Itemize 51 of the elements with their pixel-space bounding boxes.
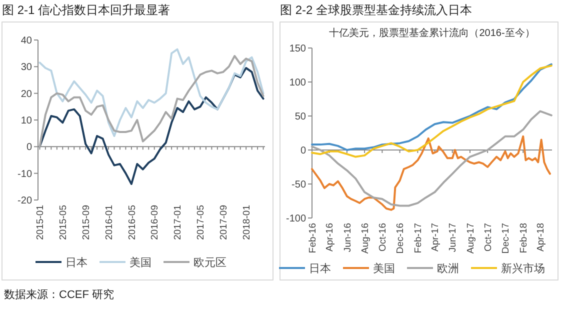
x-tick-label: Apr-18 bbox=[535, 223, 546, 252]
x-tick-label: 2018-01 bbox=[241, 205, 252, 240]
x-tick-label: Dec-16 bbox=[395, 223, 406, 254]
y-tick-label: 0 bbox=[26, 142, 32, 154]
source-note: 数据来源：CCEF 研究 bbox=[4, 288, 114, 301]
chart-title: 图 2-2 全球股票型基金持续流入日本 bbox=[280, 3, 472, 17]
chart-title: 图 2-1 信心指数日本回升最显著 bbox=[2, 3, 170, 17]
y-tick-label: -20 bbox=[18, 196, 32, 206]
legend-label: 欧洲 bbox=[437, 262, 459, 275]
x-tick-label: Jun-16 bbox=[342, 223, 354, 252]
x-tick-label: Oct-17 bbox=[482, 223, 494, 252]
legend-label: 美国 bbox=[373, 262, 395, 275]
line-series bbox=[311, 135, 551, 211]
y-tick-label: -10 bbox=[18, 168, 32, 180]
y-tick-label: 30 bbox=[20, 62, 32, 74]
x-tick-label: 2016-09 bbox=[150, 205, 161, 240]
y-tick-label: 0 bbox=[300, 146, 306, 156]
x-tick-label: 2017-09 bbox=[218, 205, 230, 240]
y-tick-label: 100 bbox=[289, 78, 306, 88]
legend-label: 欧元区 bbox=[194, 256, 226, 269]
x-tick-label: Feb-17 bbox=[413, 223, 424, 254]
legend-label: 新兴市场 bbox=[501, 262, 545, 275]
line-series bbox=[38, 48, 264, 137]
x-tick-label: 2015-05 bbox=[58, 205, 69, 240]
x-tick-label: Dec-17 bbox=[500, 223, 512, 254]
legend-label: 日本 bbox=[66, 256, 88, 269]
y-tick-label: -100 bbox=[286, 214, 306, 224]
x-tick-label: 2015-01 bbox=[35, 205, 46, 240]
chart-subtitle: 十亿美元，股票型基金累计流向（2016-至今） bbox=[329, 27, 535, 39]
y-tick-label: 150 bbox=[289, 44, 306, 54]
x-tick-label: Aug-16 bbox=[360, 223, 371, 254]
x-tick-label: 2016-01 bbox=[104, 205, 115, 240]
x-tick-label: Oct-16 bbox=[378, 223, 389, 252]
x-tick-label: 2017-01 bbox=[172, 205, 184, 240]
x-tick-label: 2016-05 bbox=[126, 205, 138, 240]
x-tick-label: Apr-17 bbox=[430, 223, 442, 252]
line-series bbox=[311, 110, 552, 207]
legend-label: 美国 bbox=[130, 256, 152, 269]
y-tick-label: 10 bbox=[20, 116, 32, 126]
x-tick-label: Apr-16 bbox=[324, 223, 336, 252]
x-tick-label: 2015-09 bbox=[80, 205, 92, 240]
y-tick-label: 40 bbox=[20, 36, 32, 46]
y-tick-label: -50 bbox=[292, 180, 306, 190]
x-tick-label: Jun-17 bbox=[448, 223, 459, 252]
y-tick-label: 20 bbox=[20, 88, 32, 100]
x-tick-label: Feb-18 bbox=[518, 223, 530, 254]
y-tick-label: 50 bbox=[294, 112, 306, 122]
x-tick-label: Aug-17 bbox=[465, 223, 476, 254]
x-tick-label: 2017-05 bbox=[196, 205, 207, 240]
x-tick-label: Feb-16 bbox=[307, 223, 318, 254]
legend-label: 日本 bbox=[309, 262, 331, 275]
